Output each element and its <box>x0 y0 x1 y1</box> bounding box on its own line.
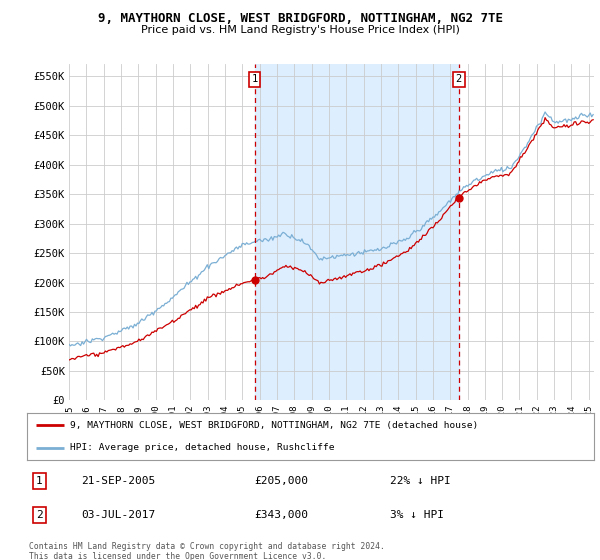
Text: 22% ↓ HPI: 22% ↓ HPI <box>390 476 451 486</box>
Text: 2: 2 <box>456 74 462 84</box>
Text: £343,000: £343,000 <box>254 510 308 520</box>
Text: 21-SEP-2005: 21-SEP-2005 <box>81 476 155 486</box>
Text: HPI: Average price, detached house, Rushcliffe: HPI: Average price, detached house, Rush… <box>70 444 334 452</box>
Text: Contains HM Land Registry data © Crown copyright and database right 2024.
This d: Contains HM Land Registry data © Crown c… <box>29 542 385 560</box>
Text: 2: 2 <box>36 510 43 520</box>
Text: 1: 1 <box>36 476 43 486</box>
Text: 03-JUL-2017: 03-JUL-2017 <box>81 510 155 520</box>
Text: 9, MAYTHORN CLOSE, WEST BRIDGFORD, NOTTINGHAM, NG2 7TE (detached house): 9, MAYTHORN CLOSE, WEST BRIDGFORD, NOTTI… <box>70 421 478 430</box>
Bar <box>255 64 459 400</box>
Text: 1: 1 <box>251 74 258 84</box>
Text: 3% ↓ HPI: 3% ↓ HPI <box>390 510 444 520</box>
Text: Price paid vs. HM Land Registry's House Price Index (HPI): Price paid vs. HM Land Registry's House … <box>140 25 460 35</box>
Text: £205,000: £205,000 <box>254 476 308 486</box>
Text: 9, MAYTHORN CLOSE, WEST BRIDGFORD, NOTTINGHAM, NG2 7TE: 9, MAYTHORN CLOSE, WEST BRIDGFORD, NOTTI… <box>97 12 503 25</box>
